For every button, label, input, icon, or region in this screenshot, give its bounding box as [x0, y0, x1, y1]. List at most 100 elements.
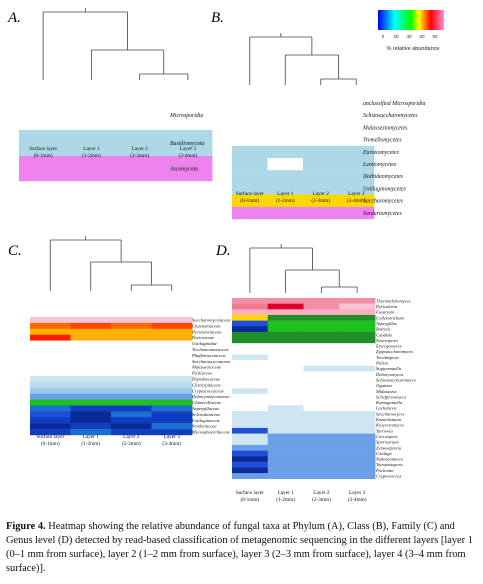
row-label: Debaryomycetaceae [191, 394, 230, 399]
heatmap-cell [30, 322, 71, 329]
column-sublabel: (2-3mm) [312, 496, 331, 503]
column-sublabel: (2-3mm) [122, 440, 141, 447]
heatmap-cell [338, 109, 375, 122]
heatmap-cell [267, 388, 304, 395]
heatmap-cell [267, 348, 304, 355]
heatmap-cell [267, 427, 304, 434]
heatmap-cell [267, 444, 304, 451]
heatmap-cell [30, 364, 71, 371]
row-label: Dothideomycetes [362, 174, 404, 180]
heatmap-cell [339, 467, 376, 474]
heatmap-cell [111, 334, 152, 341]
heatmap-cell [151, 340, 193, 347]
heatmap-cell [70, 423, 112, 430]
heatmap-cell [232, 121, 268, 134]
row-label: Kazachstania [375, 417, 402, 422]
row-label: Eurotiomycetes [362, 150, 400, 156]
row-label: Colletotrichum [376, 315, 404, 320]
heatmap-cell [339, 331, 376, 338]
row-label: Malassezia [375, 389, 397, 394]
heatmap-cell [303, 348, 340, 355]
column-label: Layer 2 [313, 490, 330, 496]
row-label: Zymoseptoria [376, 445, 402, 450]
heatmap-cell [303, 194, 339, 207]
heatmap-cell [111, 352, 152, 359]
row-label: Torulaspora [376, 355, 399, 360]
legend-tick: 40 [406, 34, 412, 39]
row-label: Ascomycota [169, 166, 198, 172]
heatmap-cell [339, 411, 376, 417]
heatmap-cell [70, 399, 112, 406]
heatmap-cell [303, 473, 340, 479]
row-label: Tetrapisispora [376, 462, 403, 467]
heatmap-cell [70, 405, 112, 412]
heatmap-cell [151, 358, 193, 365]
row-label: Sordariomycetes [363, 211, 402, 217]
heatmap-cell [111, 381, 152, 388]
row-label: Aspergillaceae [191, 406, 219, 411]
heatmap-cell [111, 376, 152, 383]
column-sublabel: (2-3mm) [130, 152, 149, 159]
heatmap-cell [70, 411, 112, 418]
caption-text: Heatmap showing the relative abundance o… [6, 521, 473, 574]
row-label: Malasseziaceae [191, 365, 221, 370]
heatmap-cell [111, 429, 152, 436]
heatmap-cell [151, 370, 193, 377]
heatmap-cell [339, 320, 376, 327]
heatmap-cell [267, 320, 304, 327]
heatmap-cell [30, 370, 71, 377]
heatmap-cell [339, 360, 376, 366]
heatmap-cell [70, 322, 112, 329]
column-sublabel: (2-3mm) [311, 197, 330, 204]
heatmap-cell [232, 473, 269, 479]
heatmap-cell [232, 461, 269, 468]
heatmap-cell [232, 343, 269, 350]
heatmap-cell [339, 354, 376, 361]
heatmap-cell [303, 461, 340, 468]
heatmap-cell [267, 343, 304, 350]
panel-letter: B. [211, 10, 224, 26]
column-label: Surface layer [36, 433, 64, 440]
heatmap-cell [267, 298, 304, 304]
heatmap-cell [339, 416, 376, 423]
heatmap-cell [232, 326, 269, 333]
column-sublabel: (3-4mm) [348, 496, 367, 503]
heatmap-cell [339, 337, 376, 344]
row-label: Scheffersomyces [376, 394, 407, 399]
heatmap-cell [303, 331, 340, 338]
heatmap-cell [267, 314, 304, 321]
heatmap-cell [338, 194, 375, 207]
panel-letter: A. [7, 10, 21, 26]
legend-tick: 60 [419, 34, 425, 39]
heatmap-cell [267, 309, 304, 316]
legend-tick: 80 [432, 34, 438, 39]
row-label: Sclerotiniaceae [192, 412, 220, 417]
heatmap-cell [267, 422, 304, 429]
heatmap-cell [70, 376, 112, 383]
column-sublabel: (0-1mm) [41, 440, 60, 447]
color-legend: 0 20 40 60 80 % relative abundance [378, 10, 444, 52]
heatmap-cell [339, 422, 376, 429]
heatmap-cell [111, 399, 152, 406]
heatmap-cell [111, 387, 152, 394]
caption-label: Figure 4. [6, 521, 46, 532]
heatmap-cell [232, 354, 269, 361]
heatmap-cell [30, 387, 71, 394]
heatmap-cell [303, 309, 340, 316]
row-label: unclassified Microsporidia [363, 100, 426, 107]
heatmap-cell [339, 371, 376, 378]
heatmap-cell [232, 206, 268, 220]
heatmap-cell [151, 423, 193, 430]
column-sublabel: (1-2mm) [82, 152, 101, 159]
heatmap-cell [303, 394, 340, 400]
legend-label: % relative abundance [387, 46, 440, 52]
row-label: Kluyveromyces [375, 423, 404, 428]
column-label: Layer 2 [131, 146, 148, 152]
heatmap-cell [232, 97, 268, 110]
heatmap-cell [267, 394, 304, 400]
heatmap-cell [303, 444, 340, 451]
heatmap-cell [70, 346, 112, 353]
heatmap-cell [267, 377, 304, 383]
column-sublabel: (1-2mm) [276, 197, 295, 204]
